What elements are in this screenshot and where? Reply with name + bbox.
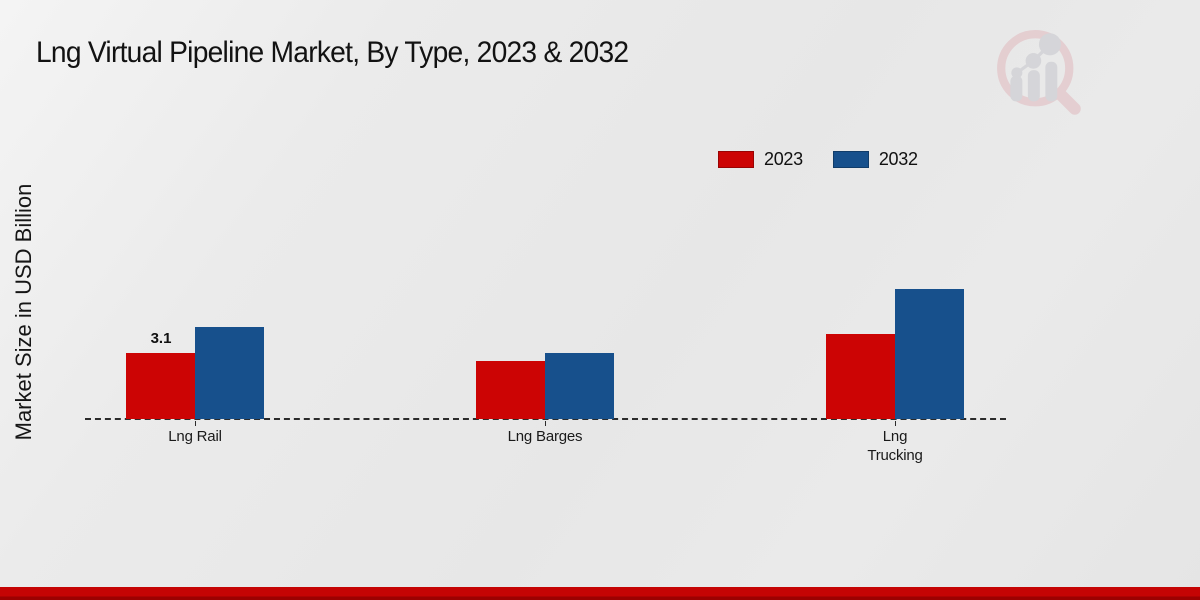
bar-value-label: 3.1 [150, 330, 172, 347]
category-label-lng-trucking: Lng Trucking [867, 428, 923, 464]
legend-label-2032: 2032 [878, 149, 918, 169]
bar-2032-lng-rail [195, 327, 264, 419]
bar-2023-lng-barges [476, 361, 545, 419]
legend-label-2023: 2023 [764, 149, 803, 169]
market-research-future-watermark-icon [997, 30, 1081, 115]
category-label-lng-barges: Lng Barges [507, 428, 583, 445]
category-label-lng-rail: Lng Rail [168, 428, 222, 445]
x-axis-baseline [85, 418, 1006, 420]
x-axis-tick [894, 421, 896, 426]
x-axis-tick [194, 421, 196, 426]
legend: 2023 2032 [718, 149, 918, 170]
legend-swatch-2023 [718, 151, 754, 168]
bar-2032-lng-trucking [895, 289, 964, 419]
legend-item-2032: 2032 [832, 149, 918, 170]
bar-2032-lng-barges [545, 353, 614, 419]
chart-title: Lng Virtual Pipeline Market, By Type, 20… [36, 36, 629, 69]
legend-item-2023: 2023 [718, 149, 803, 170]
legend-swatch-2032 [832, 151, 869, 168]
bar-2023-lng-trucking [826, 334, 895, 419]
bar-2023-lng-rail [126, 353, 195, 419]
footer-accent-bar [0, 587, 1200, 600]
x-axis-tick [544, 421, 546, 426]
